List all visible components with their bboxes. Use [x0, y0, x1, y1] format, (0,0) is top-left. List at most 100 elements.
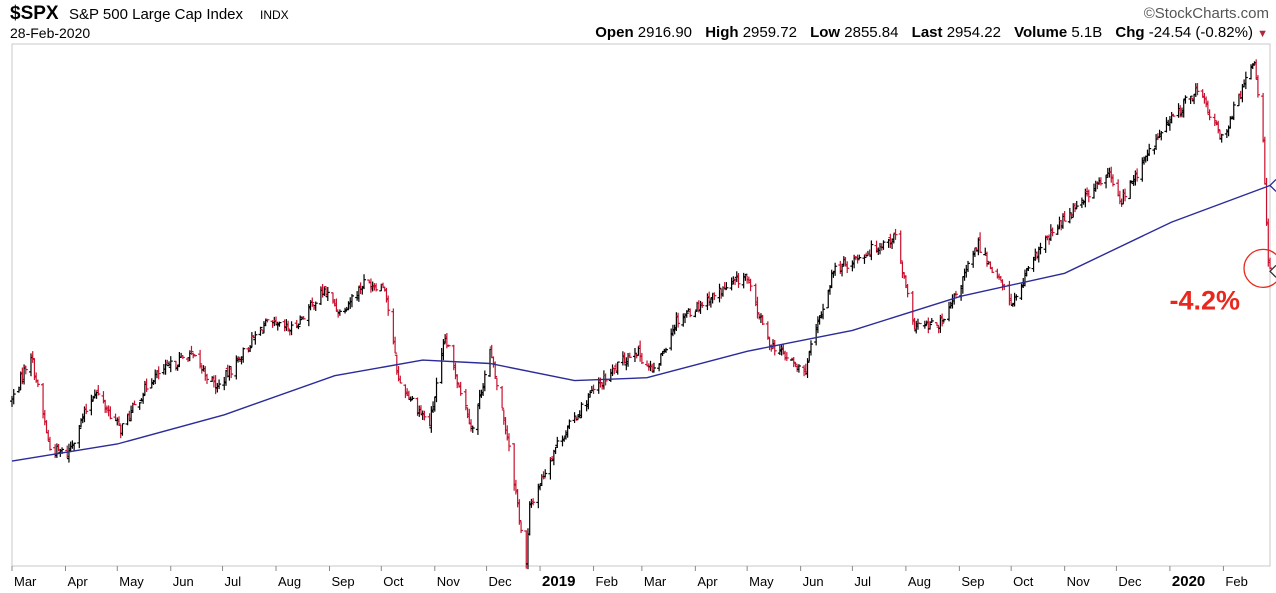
ohlc-bar: [144, 378, 149, 392]
ohlc-bar: [506, 433, 511, 452]
ohlc-bar: [1243, 71, 1248, 90]
ohlc-bar: [881, 240, 886, 250]
ohlc-bar: [23, 365, 28, 375]
ohlc-bar: [1171, 113, 1176, 117]
ohlc-bar: [434, 377, 439, 403]
x-tick-label: Jun: [173, 574, 194, 589]
ohlc-bar: [198, 349, 203, 369]
ohlc-bar: [517, 499, 522, 525]
quote-last: Last 2954.22: [911, 24, 1001, 41]
ohlc-bar: [77, 424, 82, 449]
ohlc-bar: [393, 336, 398, 354]
ohlc-bar: [588, 390, 593, 398]
ohlc-bar: [833, 262, 838, 276]
ohlc-bar: [966, 260, 971, 273]
ohlc-bar: [289, 321, 294, 336]
ohlc-bar: [362, 274, 367, 290]
ohlc-bar: [422, 410, 427, 421]
ohlc-bar: [1074, 200, 1079, 209]
ohlc-bar: [500, 385, 505, 409]
ohlc-bar: [374, 283, 379, 292]
ohlc-bar: [953, 290, 958, 297]
ohlc-bar: [398, 375, 403, 384]
ohlc-bar: [1159, 131, 1164, 141]
ohlc-bar: [458, 381, 463, 396]
ohlc-bar: [84, 403, 89, 415]
ohlc-bar: [543, 469, 548, 478]
ohlc-bar: [531, 498, 536, 506]
price-marker-icon: [1269, 264, 1276, 278]
ohlc-bar: [591, 384, 596, 395]
quote-low: Low 2855.84: [810, 24, 899, 41]
ohlc-bar: [632, 347, 637, 362]
ohlc-bar: [639, 352, 644, 365]
ohlc-bar: [47, 436, 52, 451]
exchange-label: INDX: [260, 8, 289, 22]
ohlc-bar: [463, 388, 468, 411]
ohlc-bar: [940, 313, 945, 327]
ohlc-bar: [1062, 210, 1067, 222]
ohlc-bar: [567, 419, 572, 430]
ohlc-bar: [941, 318, 946, 323]
stockcharts-logo[interactable]: ©StockCharts.com: [1143, 5, 1269, 22]
ohlc-bar: [1014, 294, 1019, 301]
ohlc-bar: [1147, 143, 1152, 157]
ohlc-bar: [1038, 242, 1043, 255]
ohlc-bar: [227, 365, 232, 381]
ohlc-bar: [712, 292, 717, 301]
ohlc-bar: [1212, 113, 1217, 127]
ohlc-bar: [978, 232, 983, 253]
ohlc-bar: [325, 286, 330, 301]
x-tick-label: Apr: [67, 574, 88, 589]
ohlc-bar: [905, 284, 910, 298]
x-tick-label: 2019: [542, 573, 575, 590]
quote-volume: Volume 5.1B: [1014, 24, 1103, 41]
x-tick-label: May: [749, 574, 774, 589]
ohlc-bar: [334, 298, 339, 312]
ohlc-bar: [615, 361, 620, 375]
ohlc-bar: [11, 388, 16, 405]
ohlc-bar: [1026, 266, 1031, 271]
x-tick-label: Apr: [697, 574, 718, 589]
ohlc-bar: [736, 273, 741, 288]
ohlc-bar: [1123, 188, 1128, 202]
ohlc-bar: [1268, 257, 1272, 270]
ohlc-bar: [857, 254, 862, 260]
x-tick-label: Oct: [1013, 574, 1034, 589]
ohlc-bar: [313, 301, 318, 311]
ohlc-bar: [96, 385, 101, 396]
x-tick-label: Jul: [225, 574, 242, 589]
quote-change: Chg -24.54 (-0.82%) ▼: [1115, 24, 1268, 41]
ohlc-bar: [163, 359, 168, 375]
ohlc-bar: [664, 347, 669, 353]
ohlc-bar: [337, 309, 342, 316]
ohlc-bar: [286, 320, 291, 332]
chart-date: 28-Feb-2020: [10, 25, 91, 41]
ohlc-bar: [717, 283, 722, 303]
ohlc-bar: [1216, 120, 1221, 134]
quote-high: High 2959.72: [705, 24, 797, 41]
x-tick-label: Aug: [278, 574, 301, 589]
ohlc-bar: [108, 406, 113, 420]
ohlc-bar: [1098, 177, 1103, 186]
ohlc-bar: [35, 379, 40, 388]
ohlc-bar: [748, 278, 753, 292]
drop-annotation: -4.2%: [1169, 285, 1240, 315]
x-tick-label: Sep: [961, 574, 984, 589]
plot-frame: [11, 43, 1271, 567]
ohlc-bar: [349, 294, 354, 308]
x-tick-label: Mar: [644, 574, 667, 589]
x-tick-label: Nov: [1067, 574, 1091, 589]
x-tick-label: Jul: [854, 574, 871, 589]
ohlc-bar: [410, 396, 415, 401]
x-tick-label: Dec: [1118, 574, 1142, 589]
ohlc-bar: [455, 374, 460, 389]
price-bars: [10, 59, 1272, 570]
ohlc-bar: [929, 318, 934, 324]
index-name: S&P 500 Large Cap Index: [69, 6, 244, 23]
x-tick-label: Feb: [596, 574, 618, 589]
ohlc-bar: [482, 370, 487, 392]
ohlc-bar: [120, 423, 125, 436]
ohlc-bar: [693, 310, 698, 318]
